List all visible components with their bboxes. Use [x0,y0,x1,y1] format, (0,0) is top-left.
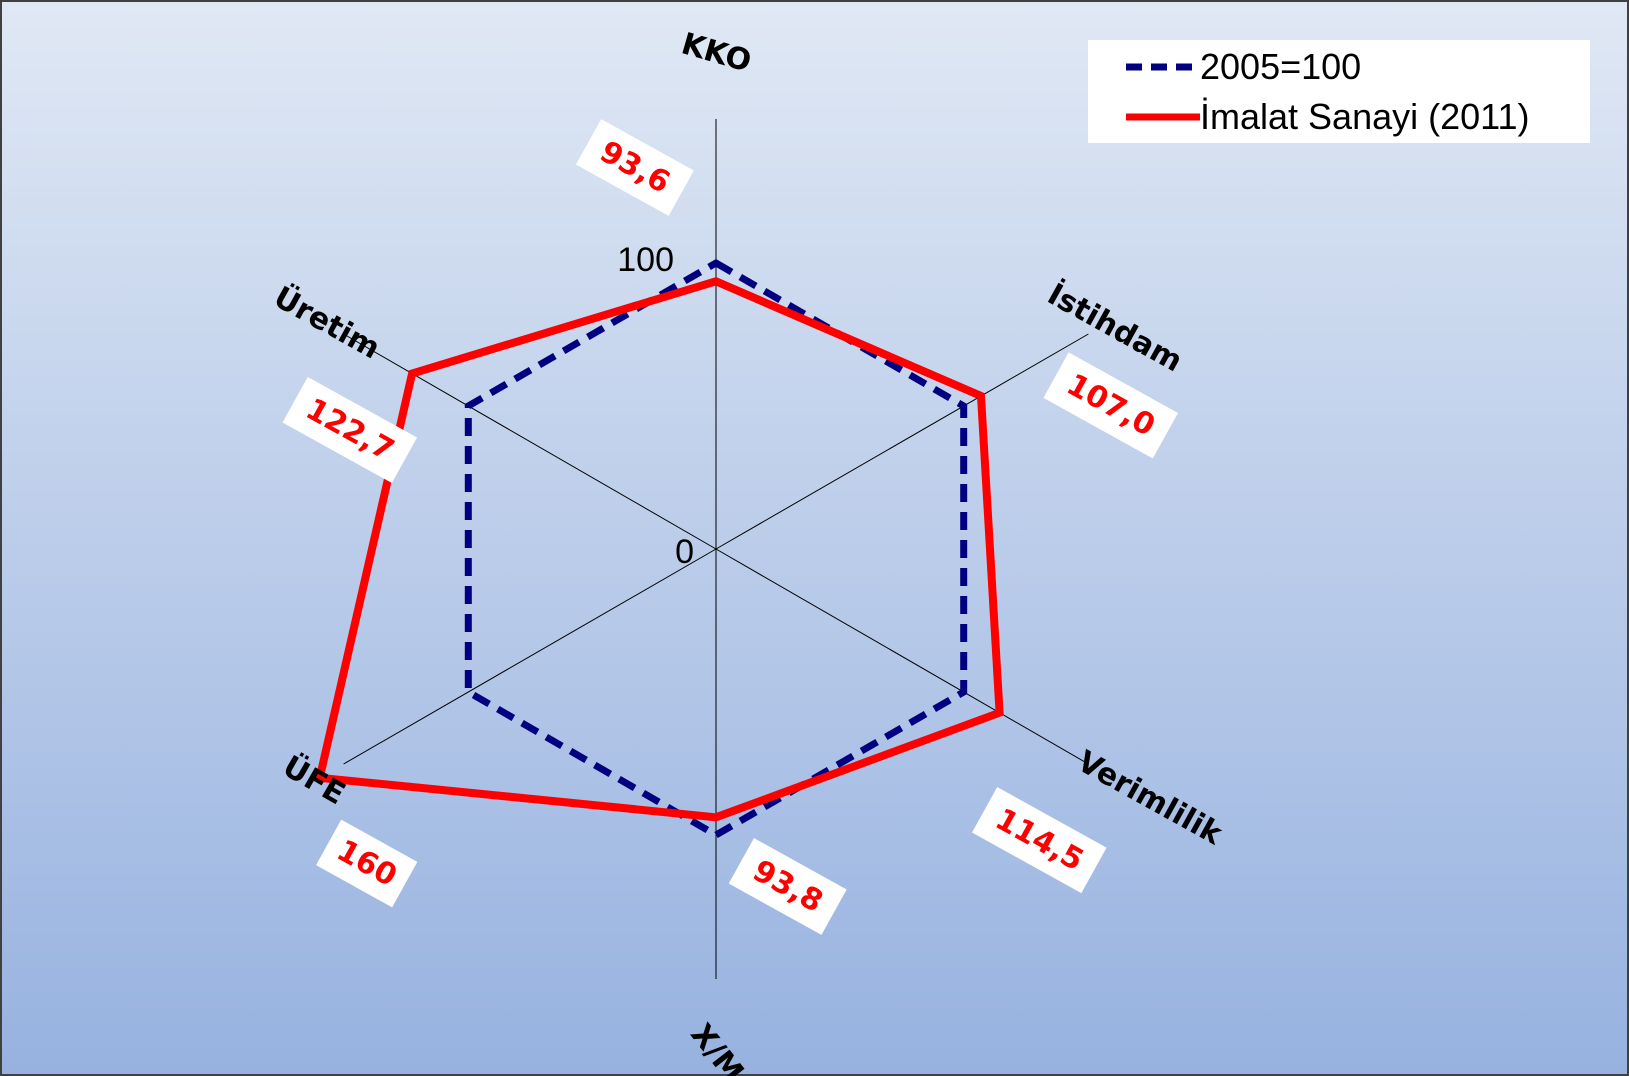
legend: 2005=100 İmalat Sanayi (2011) [1088,40,1590,143]
axis-spoke-istihdam [715,333,1089,550]
data-label-box-uretim [282,376,418,484]
scale-tick-100: 100 [617,241,674,279]
axis-spoke-ufe [343,548,717,765]
axis-spoke-verimlilik [715,548,1089,765]
data-label-box-x-m [728,838,847,935]
data-label-box-istihdam [1043,352,1178,459]
data-label-box-ufe [316,819,418,908]
legend-label-imalat: İmalat Sanayi (2011) [1200,96,1530,137]
scale-tick-0: 0 [675,533,694,571]
data-label-box-verimlilik [972,787,1107,894]
legend-label-2005: 2005=100 [1200,46,1361,87]
axes-layer [343,119,1089,979]
legend-box [1088,40,1590,143]
axis-spoke-uretim [343,333,717,550]
data-label-box-kko [575,119,694,216]
series-layer [314,258,1004,840]
